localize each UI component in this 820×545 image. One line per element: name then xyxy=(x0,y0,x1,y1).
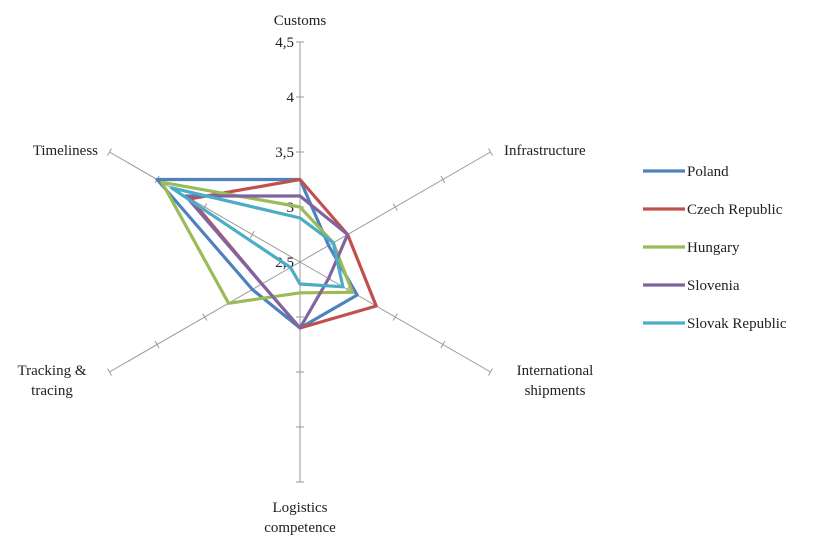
tick-label: 4,5 xyxy=(275,35,294,51)
axis-label-customs: Customs xyxy=(274,13,327,29)
axis-tick-mark xyxy=(249,230,255,239)
series-czech-republic xyxy=(188,177,378,330)
axis-tick-mark xyxy=(440,175,446,184)
legend-label: Slovenia xyxy=(687,278,740,294)
series-slovenia xyxy=(184,194,350,330)
axis-tick-mark xyxy=(392,313,398,321)
axis-tick-mark xyxy=(154,340,160,349)
tick-label: 3,5 xyxy=(275,145,294,161)
axis-tick-mark xyxy=(107,368,112,376)
legend-label: Hungary xyxy=(687,240,740,256)
legend-label: Poland xyxy=(687,164,729,180)
legend-label: Czech Republic xyxy=(687,202,783,218)
axis-tick-mark xyxy=(488,148,493,156)
axis-label-infrastructure: Infrastructure xyxy=(504,143,586,159)
legend-item-slovak-republic: Slovak Republic xyxy=(643,316,787,332)
legend: Poland Czech Republic Hungary Slovenia Slova… xyxy=(643,164,787,332)
legend-item-czech-republic: Czech Republic xyxy=(643,202,783,218)
axis-tick-mark xyxy=(202,313,208,321)
radar-series xyxy=(155,177,378,330)
axis-label-timeliness: Timeliness xyxy=(33,143,98,159)
axis-tick-mark xyxy=(392,203,398,211)
axis-label-tracking-and-tracing: Tracking & tracing xyxy=(17,363,86,399)
tick-label: 3 xyxy=(287,200,295,216)
series-poland xyxy=(155,177,359,330)
axis-tick-mark xyxy=(488,368,493,376)
axis-label-international-shipments: International shipments xyxy=(517,363,594,399)
legend-label: Slovak Republic xyxy=(687,316,787,332)
radar-tick-labels: 2,533,544,5 xyxy=(275,35,294,271)
radar-axes xyxy=(107,41,493,483)
axis-tick-mark xyxy=(107,148,112,156)
legend-item-slovenia: Slovenia xyxy=(643,278,740,294)
radar-axis-labels: Customs Infrastructure International shipme… xyxy=(17,13,593,536)
series-slovak-republic xyxy=(169,186,345,289)
axis-tick-mark xyxy=(440,340,446,349)
legend-item-hungary: Hungary xyxy=(643,240,740,256)
tick-label: 4 xyxy=(287,90,295,106)
axis-label-logistics-competence: Logistics competence xyxy=(264,500,336,536)
legend-item-poland: Poland xyxy=(643,164,729,180)
